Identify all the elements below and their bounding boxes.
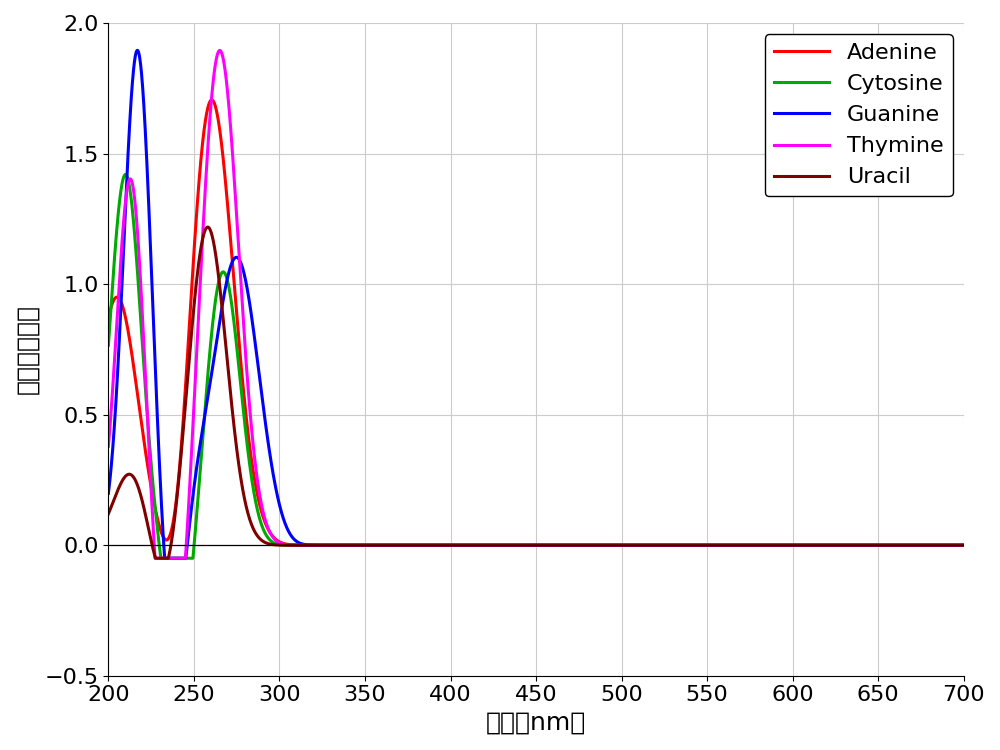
- Adenine: [200, 112, 212, 122]
- Line: Guanine: Guanine: [108, 50, 964, 558]
- Thymine: [200, 168, 212, 177]
- Uracil: [150, 554, 162, 562]
- Thymine: [941, 541, 953, 550]
- Adenine: [102, 314, 114, 322]
- Uracil: [251, 531, 263, 540]
- Guanine: [431, 541, 443, 550]
- Line: Uracil: Uracil: [108, 227, 964, 558]
- Adenine: [251, 488, 263, 497]
- Thymine: [958, 541, 970, 550]
- Cytosine: [251, 505, 263, 514]
- Adenine: [958, 541, 970, 550]
- Cytosine: [120, 170, 132, 179]
- Adenine: [431, 541, 443, 550]
- Guanine: [131, 46, 143, 55]
- Cytosine: [201, 386, 213, 395]
- Thymine: [849, 541, 861, 550]
- Guanine: [958, 541, 970, 550]
- Thymine: [468, 541, 480, 550]
- Adenine: [206, 95, 218, 104]
- Adenine: [376, 541, 388, 550]
- Uracil: [941, 541, 953, 550]
- Uracil: [958, 541, 970, 550]
- Uracil: [849, 541, 861, 550]
- Line: Adenine: Adenine: [108, 100, 964, 545]
- Thymine: [214, 46, 226, 55]
- Uracil: [102, 509, 114, 518]
- Line: Thymine: Thymine: [108, 50, 964, 558]
- Cytosine: [958, 541, 970, 550]
- Thymine: [251, 475, 263, 484]
- Adenine: [941, 541, 953, 550]
- Uracil: [431, 541, 443, 550]
- Adenine: [849, 541, 861, 550]
- Guanine: [251, 355, 263, 364]
- Uracil: [200, 224, 212, 232]
- Guanine: [941, 541, 953, 550]
- Line: Cytosine: Cytosine: [108, 175, 964, 558]
- Guanine: [102, 489, 114, 498]
- Thymine: [102, 442, 114, 451]
- Cytosine: [849, 541, 861, 550]
- Cytosine: [468, 541, 480, 550]
- Guanine: [849, 541, 861, 550]
- Uracil: [202, 223, 214, 232]
- Thymine: [149, 554, 161, 562]
- Adenine: [468, 541, 480, 550]
- Cytosine: [431, 541, 443, 550]
- Uracil: [468, 541, 480, 550]
- Guanine: [201, 401, 213, 410]
- Guanine: [159, 554, 171, 562]
- Cytosine: [102, 340, 114, 350]
- X-axis label: 波長（nm）: 波長（nm）: [486, 711, 586, 735]
- Legend: Adenine, Cytosine, Guanine, Thymine, Uracil: Adenine, Cytosine, Guanine, Thymine, Ura…: [765, 34, 953, 197]
- Y-axis label: モル吸光定数: モル吸光定数: [15, 304, 39, 394]
- Cytosine: [941, 541, 953, 550]
- Cytosine: [155, 554, 167, 562]
- Thymine: [431, 541, 443, 550]
- Guanine: [468, 541, 480, 550]
